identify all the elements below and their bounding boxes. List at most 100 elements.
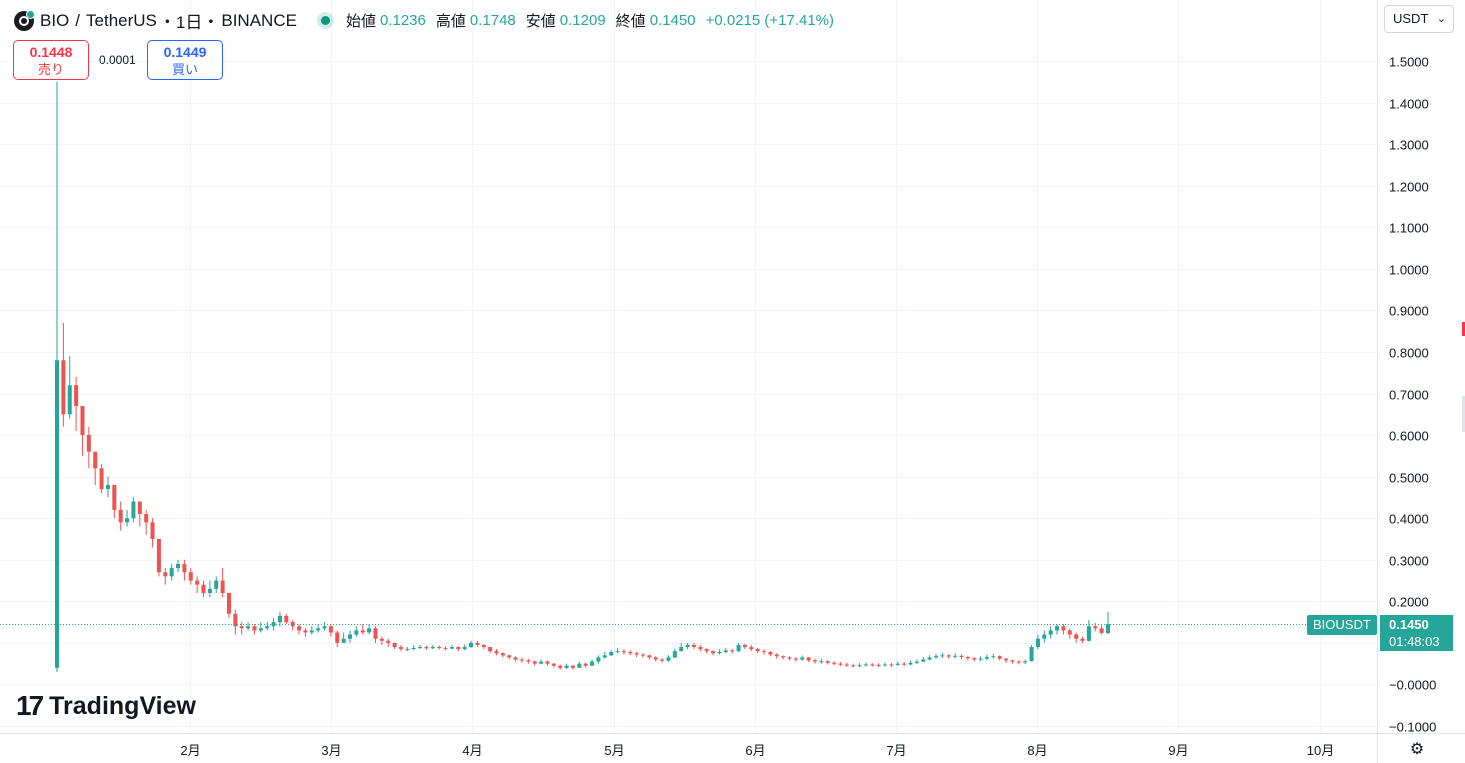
candle-body	[1023, 661, 1028, 663]
candle	[1055, 624, 1060, 635]
candle-body	[698, 647, 703, 650]
candle	[691, 642, 696, 650]
candle-body	[539, 661, 544, 664]
candle-body	[1004, 658, 1009, 661]
scroll-edge-marker[interactable]	[1462, 396, 1465, 432]
quote-name: TetherUS	[86, 10, 157, 30]
candle	[405, 647, 410, 652]
candle	[781, 655, 786, 660]
candle-body	[258, 628, 263, 631]
candle-body	[303, 630, 308, 633]
candle	[233, 609, 238, 635]
candle-body	[500, 653, 505, 656]
candle	[137, 501, 142, 527]
candle-body	[437, 647, 442, 649]
candle	[889, 662, 894, 667]
candle-body	[749, 647, 754, 650]
candle-body	[1061, 626, 1066, 631]
settings-gear-icon[interactable]: ⚙	[1409, 741, 1425, 758]
candle-body	[201, 584, 206, 593]
candle	[914, 659, 919, 665]
candle-body	[55, 360, 59, 668]
buy-button[interactable]: 0.1449 買い	[147, 40, 223, 80]
candle-body	[653, 657, 658, 660]
candle	[921, 657, 926, 662]
symbol-name[interactable]: BIO	[40, 10, 70, 30]
candle-body	[908, 662, 913, 665]
candle-body	[233, 613, 238, 627]
market-status-icon[interactable]	[320, 16, 330, 25]
candle	[774, 653, 779, 659]
candle	[239, 622, 244, 635]
candle-body	[74, 385, 79, 406]
candle	[672, 648, 677, 659]
candle-body	[195, 580, 200, 585]
y-tick-label: −0.1000	[1389, 720, 1436, 735]
candle	[940, 652, 945, 658]
candle-body	[322, 626, 327, 629]
candle-body	[838, 663, 843, 665]
candle-body	[367, 628, 372, 633]
candle-body	[392, 642, 397, 648]
candle	[844, 662, 849, 667]
candle-body	[67, 385, 72, 415]
candle-body	[105, 484, 110, 490]
x-tick-label: 8月	[1027, 743, 1047, 758]
candle-body	[1074, 634, 1079, 639]
candle	[61, 322, 66, 427]
candle-body	[494, 651, 499, 654]
candle	[558, 664, 563, 670]
candle	[265, 622, 270, 631]
candle	[341, 632, 346, 643]
candle	[462, 644, 467, 651]
candle	[736, 642, 741, 653]
candle-body	[691, 644, 696, 648]
candle	[500, 652, 505, 658]
candle-body	[456, 647, 461, 650]
candle-body	[666, 657, 671, 661]
candle	[609, 650, 614, 657]
candle-body	[507, 655, 512, 658]
candle	[1016, 660, 1021, 665]
exchange-name: BINANCE	[221, 10, 297, 30]
candle	[1035, 634, 1040, 650]
candle-body	[284, 615, 289, 623]
candle	[634, 652, 639, 658]
candle	[902, 661, 907, 667]
candle	[277, 611, 282, 627]
sell-button[interactable]: 0.1448 売り	[13, 40, 89, 80]
candle	[946, 654, 951, 659]
y-tick-label: 0.3000	[1389, 554, 1429, 569]
candle	[246, 622, 251, 631]
candle	[685, 642, 690, 650]
candle-body	[793, 658, 798, 660]
candle-body	[1106, 624, 1110, 634]
candle	[220, 568, 225, 598]
candle	[373, 626, 378, 643]
candle	[176, 559, 181, 573]
candle	[55, 81, 59, 672]
x-tick-label: 9月	[1168, 743, 1188, 758]
candle	[596, 655, 601, 664]
candle	[532, 660, 537, 666]
candle-body	[876, 664, 881, 666]
interval-label[interactable]: ・1日・	[158, 13, 220, 32]
candle	[367, 624, 372, 635]
candle-body	[405, 649, 410, 651]
candle	[469, 640, 474, 648]
candle-body	[144, 514, 149, 523]
y-tick-label: 0.6000	[1389, 429, 1429, 444]
candle-body	[1042, 634, 1047, 639]
currency-select[interactable]: USDT ⌄	[1384, 5, 1454, 33]
candle	[730, 648, 735, 654]
candle	[93, 451, 98, 485]
candle	[379, 636, 384, 645]
candle-body	[851, 665, 856, 667]
tradingview-logo[interactable]: 17 TradingView	[16, 690, 196, 722]
candle-body	[214, 580, 219, 589]
candle	[290, 620, 295, 631]
candle-body	[895, 663, 900, 665]
candle-body	[169, 568, 174, 577]
candle-body	[730, 650, 735, 652]
